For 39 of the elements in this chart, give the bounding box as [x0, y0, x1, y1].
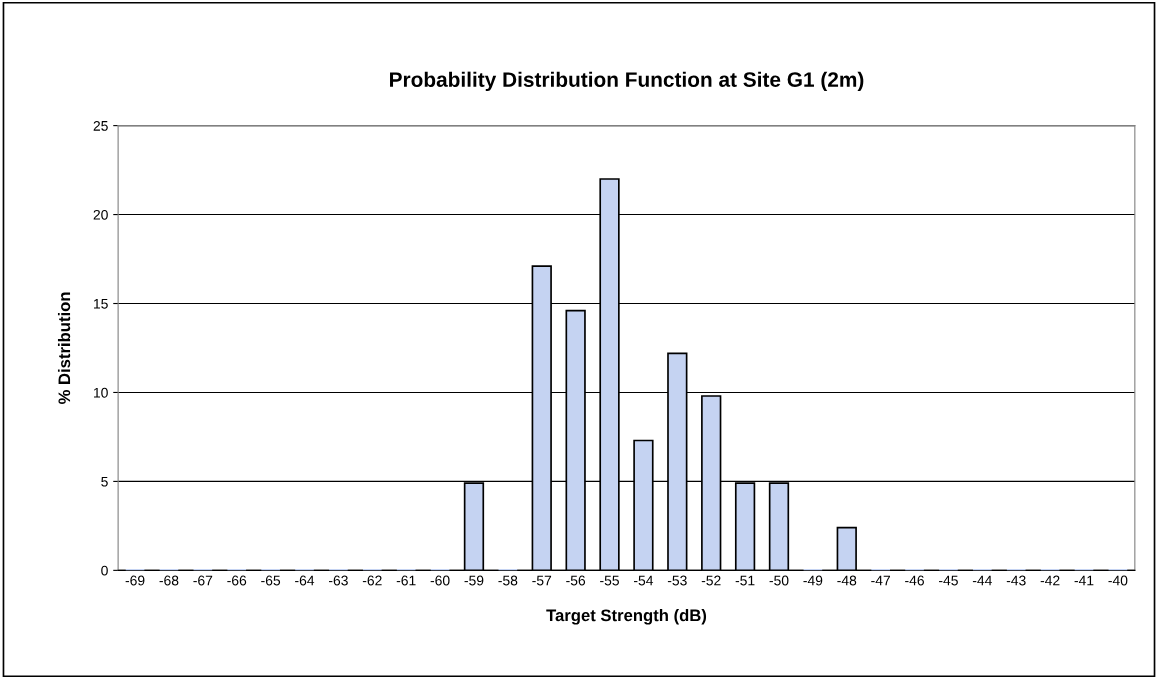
x-tick-label: -43	[1006, 575, 1026, 586]
x-tick-label: -57	[532, 575, 552, 586]
y-tick-label: 5	[101, 476, 108, 487]
x-tick-label: -49	[803, 575, 823, 586]
x-tick-label: -64	[295, 575, 315, 586]
x-tick-label: -56	[566, 575, 586, 586]
x-tick-label: -61	[396, 575, 416, 586]
x-tick-label: -42	[1040, 575, 1060, 586]
x-tick-label: -54	[634, 575, 654, 586]
x-tick-label: -44	[972, 575, 992, 586]
x-tick-label: -68	[159, 575, 179, 586]
y-axis-title: % Distribution	[57, 292, 71, 405]
y-tick-label: 25	[93, 120, 108, 131]
x-tick-label: -63	[328, 575, 348, 586]
x-tick-label: -47	[871, 575, 890, 586]
y-tick-label: 0	[101, 565, 108, 576]
x-tick-label: -52	[701, 575, 721, 586]
x-tick-label: -55	[600, 575, 619, 586]
x-tick-label: -59	[464, 575, 484, 586]
x-tick-label: -58	[498, 575, 518, 586]
x-tick-label: -60	[430, 575, 450, 586]
x-tick-label: -62	[362, 575, 382, 586]
x-tick-label: -41	[1074, 575, 1094, 586]
x-tick-label: -51	[735, 575, 755, 586]
x-tick-label: -50	[769, 575, 789, 586]
y-tick-label: 20	[93, 209, 108, 220]
x-tick-label: -66	[227, 575, 247, 586]
x-tick-label: -67	[193, 575, 213, 586]
x-tick-label: -69	[125, 575, 145, 586]
y-tick-label: 15	[94, 298, 108, 309]
x-tick-label: -65	[261, 575, 281, 586]
x-tick-label: -40	[1108, 575, 1128, 586]
chart-title: Probability Distribution Function at Site G1 (2m)	[390, 71, 864, 92]
x-tick-label: -48	[837, 575, 857, 586]
x-tick-label: -53	[667, 575, 687, 586]
x-tick-label: -45	[939, 575, 958, 586]
y-tick-label: 10	[94, 387, 108, 398]
x-axis-title: Target Strength (dB)	[546, 609, 707, 625]
x-tick-label: -46	[905, 575, 924, 586]
